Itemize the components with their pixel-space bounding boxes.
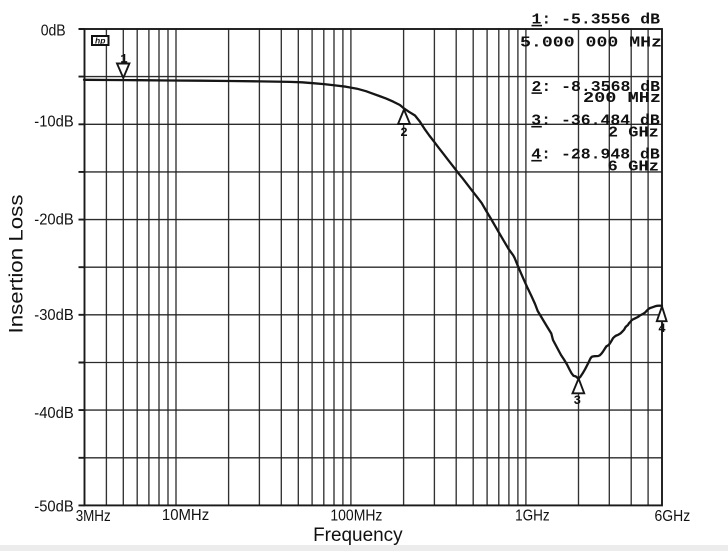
svg-text:Frequency: Frequency (313, 525, 403, 546)
svg-text:0dB: 0dB (41, 22, 66, 39)
svg-text:4: 4 (658, 322, 666, 336)
svg-text:-20dB: -20dB (34, 211, 73, 228)
svg-text:2 GHz: 2 GHz (608, 124, 659, 141)
svg-text:2: -8.3568 dB: 2: -8.3568 dB (532, 79, 661, 96)
svg-text:1: -5.3556 dB: 1: -5.3556 dB (532, 11, 661, 28)
svg-text:6GHz: 6GHz (655, 508, 691, 525)
svg-text:5.000 000 MHz: 5.000 000 MHz (520, 34, 662, 51)
svg-text:1GHz: 1GHz (515, 507, 550, 524)
svg-text:hp: hp (95, 36, 105, 46)
svg-text:4: -28.948 dB: 4: -28.948 dB (531, 146, 660, 163)
svg-text:100MHz: 100MHz (330, 507, 382, 524)
svg-text:3: 3 (574, 394, 582, 408)
svg-text:10MHz: 10MHz (162, 507, 209, 524)
svg-text:1: 1 (120, 52, 128, 66)
svg-text:Insertion Loss: Insertion Loss (7, 195, 28, 334)
svg-text:3: -36.484 dB: 3: -36.484 dB (531, 112, 660, 129)
svg-text:-40dB: -40dB (34, 405, 73, 422)
svg-text:-50dB: -50dB (34, 498, 73, 515)
svg-text:-10dB: -10dB (34, 114, 73, 131)
svg-text:2: 2 (400, 126, 408, 140)
svg-text:3MHz: 3MHz (76, 508, 111, 525)
svg-text:6 GHz: 6 GHz (608, 158, 660, 175)
svg-text:200 MHz: 200 MHz (583, 90, 661, 107)
svg-text:-30dB: -30dB (34, 307, 73, 324)
